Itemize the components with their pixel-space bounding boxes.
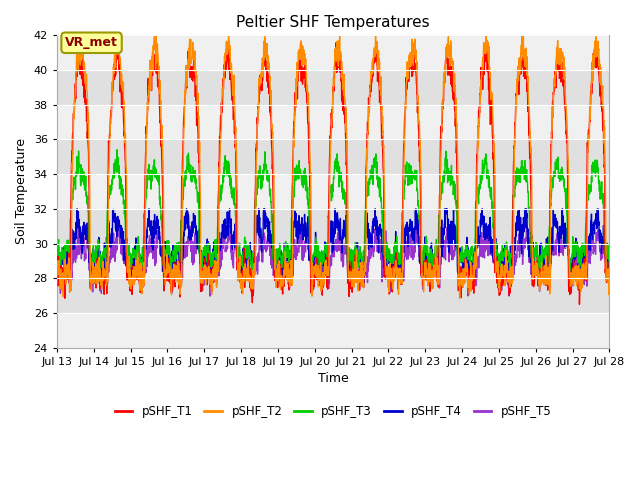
Title: Peltier SHF Temperatures: Peltier SHF Temperatures xyxy=(236,15,430,30)
Bar xyxy=(57,70,609,105)
Bar xyxy=(57,36,609,70)
Y-axis label: Soil Temperature: Soil Temperature xyxy=(15,138,28,244)
Bar xyxy=(57,243,609,278)
Bar xyxy=(57,209,609,243)
Text: VR_met: VR_met xyxy=(65,36,118,49)
X-axis label: Time: Time xyxy=(317,372,348,385)
Legend: pSHF_T1, pSHF_T2, pSHF_T3, pSHF_T4, pSHF_T5: pSHF_T1, pSHF_T2, pSHF_T3, pSHF_T4, pSHF… xyxy=(110,400,556,423)
Bar xyxy=(57,313,609,348)
Bar xyxy=(57,278,609,313)
Bar xyxy=(57,174,609,209)
Bar xyxy=(57,105,609,139)
Bar xyxy=(57,139,609,174)
